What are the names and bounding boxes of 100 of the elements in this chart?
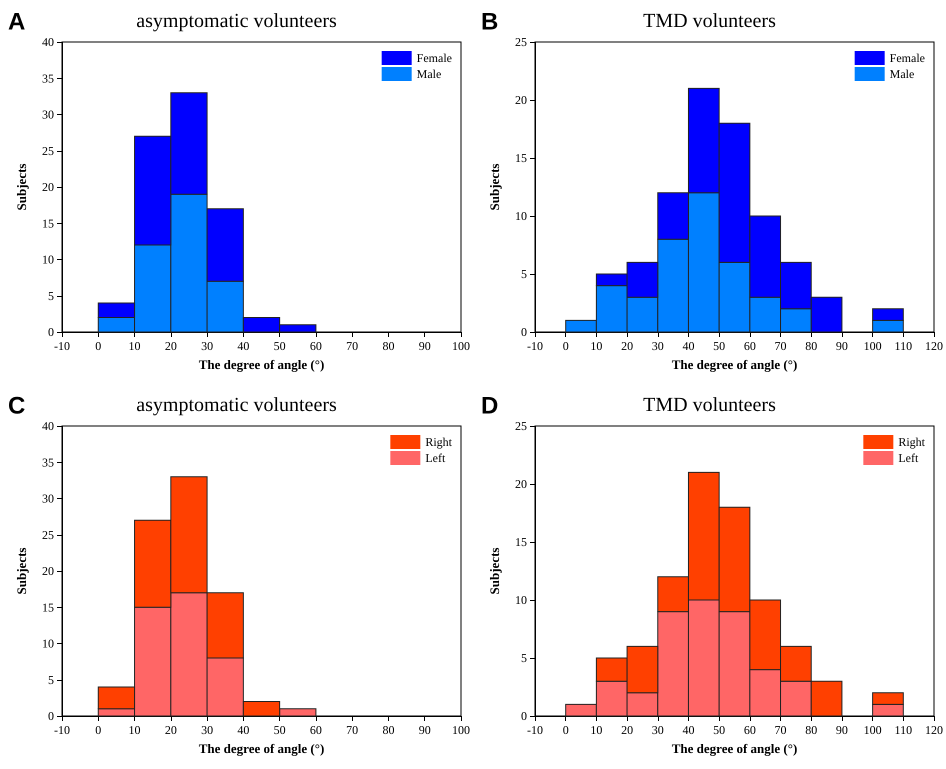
x-tick-label: 60 (744, 723, 756, 737)
x-tick-label: 90 (418, 723, 431, 737)
chart-title: TMD volunteers (643, 394, 776, 416)
text: D (481, 392, 498, 420)
y-tick-label: 40 (42, 35, 54, 49)
x-tick-label: 40 (682, 339, 694, 353)
legend-label: Male (890, 67, 914, 81)
legend-label: Male (416, 67, 442, 81)
x-tick-label: 50 (713, 723, 726, 737)
x-axis-title: The degree of angle (°) (672, 357, 798, 372)
y-tick-label: 25 (42, 528, 54, 542)
x-tick-label: 120 (925, 723, 943, 737)
x-tick-label: 0 (562, 723, 569, 737)
x-tick-label: 10 (128, 339, 141, 353)
y-tick-label: 5 (521, 651, 527, 665)
y-tick-label: 0 (521, 325, 527, 339)
x-tick-label: 70 (774, 723, 787, 737)
y-tick-label: 0 (48, 325, 54, 339)
x-tick-label: 40 (237, 723, 250, 737)
x-tick-label: 70 (346, 723, 358, 737)
y-axis-title: Subjects (14, 164, 29, 210)
x-tick-label: -10 (527, 723, 543, 737)
y-tick-label: 15 (515, 151, 527, 165)
y-tick-label: 20 (42, 180, 54, 194)
x-tick-label: 0 (562, 339, 569, 353)
x-tick-label: 20 (621, 339, 634, 353)
y-tick-label: 25 (515, 419, 527, 433)
x-tick-label: 80 (805, 339, 818, 353)
y-tick-label: 10 (42, 252, 54, 266)
y-tick-label: 5 (48, 288, 54, 303)
y-tick-label: 15 (515, 535, 527, 549)
x-axis-title: The degree of angle (°) (672, 741, 798, 756)
y-tick-label: 30 (42, 108, 54, 122)
y-axis-title: Subjects (487, 164, 502, 210)
chart-title: TMD volunteers (643, 10, 776, 32)
x-tick-label: 90 (836, 339, 848, 353)
y-tick-label: 0 (48, 709, 54, 723)
y-axis-title: Subjects (487, 548, 502, 594)
y-tick-label: 35 (42, 71, 54, 86)
x-tick-label: 0 (95, 339, 102, 353)
legend-label: Female (890, 51, 926, 65)
x-axis-title: The degree of angle (°) (198, 357, 324, 372)
x-tick-label: 90 (418, 339, 431, 353)
x-tick-label: 30 (652, 339, 664, 353)
y-tick-label: 30 (42, 492, 54, 506)
x-tick-label: 40 (237, 339, 250, 353)
chart-title: asymptomatic volunteers (136, 394, 337, 416)
x-tick-label: 80 (382, 723, 394, 737)
x-tick-label: 50 (713, 339, 726, 353)
x-tick-label: 10 (590, 339, 602, 353)
y-tick-label: 0 (521, 709, 527, 723)
x-tick-label: 20 (164, 339, 177, 353)
x-tick-label: 90 (836, 723, 848, 737)
x-tick-label: 110 (894, 339, 912, 353)
x-tick-label: 20 (621, 723, 634, 737)
y-tick-label: 15 (42, 216, 54, 230)
legend-label: Right (898, 435, 926, 449)
text: C (8, 392, 26, 420)
x-tick-label: 0 (95, 723, 102, 737)
x-tick-label: 110 (894, 723, 912, 737)
x-tick-label: 30 (201, 339, 214, 353)
x-tick-label: 70 (346, 339, 358, 353)
y-tick-label: 20 (515, 477, 527, 491)
x-tick-label: 20 (164, 723, 177, 737)
x-tick-label: -10 (54, 339, 70, 353)
x-tick-label: 40 (682, 723, 694, 737)
y-tick-label: 5 (521, 267, 527, 281)
x-tick-label: 10 (128, 723, 141, 737)
y-tick-label: 5 (48, 672, 54, 687)
x-tick-label: 100 (864, 339, 882, 353)
y-tick-label: 15 (42, 600, 54, 614)
x-tick-label: 100 (452, 723, 470, 737)
x-tick-label: 100 (452, 339, 470, 353)
y-tick-label: 10 (515, 593, 527, 607)
x-tick-label: 80 (805, 723, 818, 737)
legend-label: Female (416, 51, 452, 65)
x-tick-label: 120 (925, 339, 943, 353)
x-tick-label: 70 (774, 339, 787, 353)
x-axis-title: The degree of angle (°) (198, 741, 324, 756)
x-tick-label: 60 (310, 723, 322, 737)
x-tick-label: 100 (864, 723, 882, 737)
x-tick-label: -10 (527, 339, 543, 353)
y-tick-label: 20 (42, 564, 54, 578)
text: B (481, 8, 498, 36)
y-axis-title: Subjects (14, 548, 29, 594)
x-tick-label: 50 (274, 339, 286, 353)
x-tick-label: 60 (310, 339, 322, 353)
y-tick-label: 25 (42, 144, 54, 158)
y-tick-label: 20 (515, 93, 527, 107)
x-tick-label: 60 (744, 339, 756, 353)
legend-label: Left (425, 451, 446, 465)
x-tick-label: 80 (382, 339, 394, 353)
text: A (8, 8, 26, 36)
y-tick-label: 25 (515, 35, 527, 49)
x-tick-label: -10 (54, 723, 70, 737)
legend-label: Left (898, 451, 919, 465)
y-tick-label: 40 (42, 419, 54, 433)
x-tick-label: 30 (201, 723, 214, 737)
y-tick-label: 10 (42, 636, 54, 650)
x-tick-label: 30 (652, 723, 664, 737)
